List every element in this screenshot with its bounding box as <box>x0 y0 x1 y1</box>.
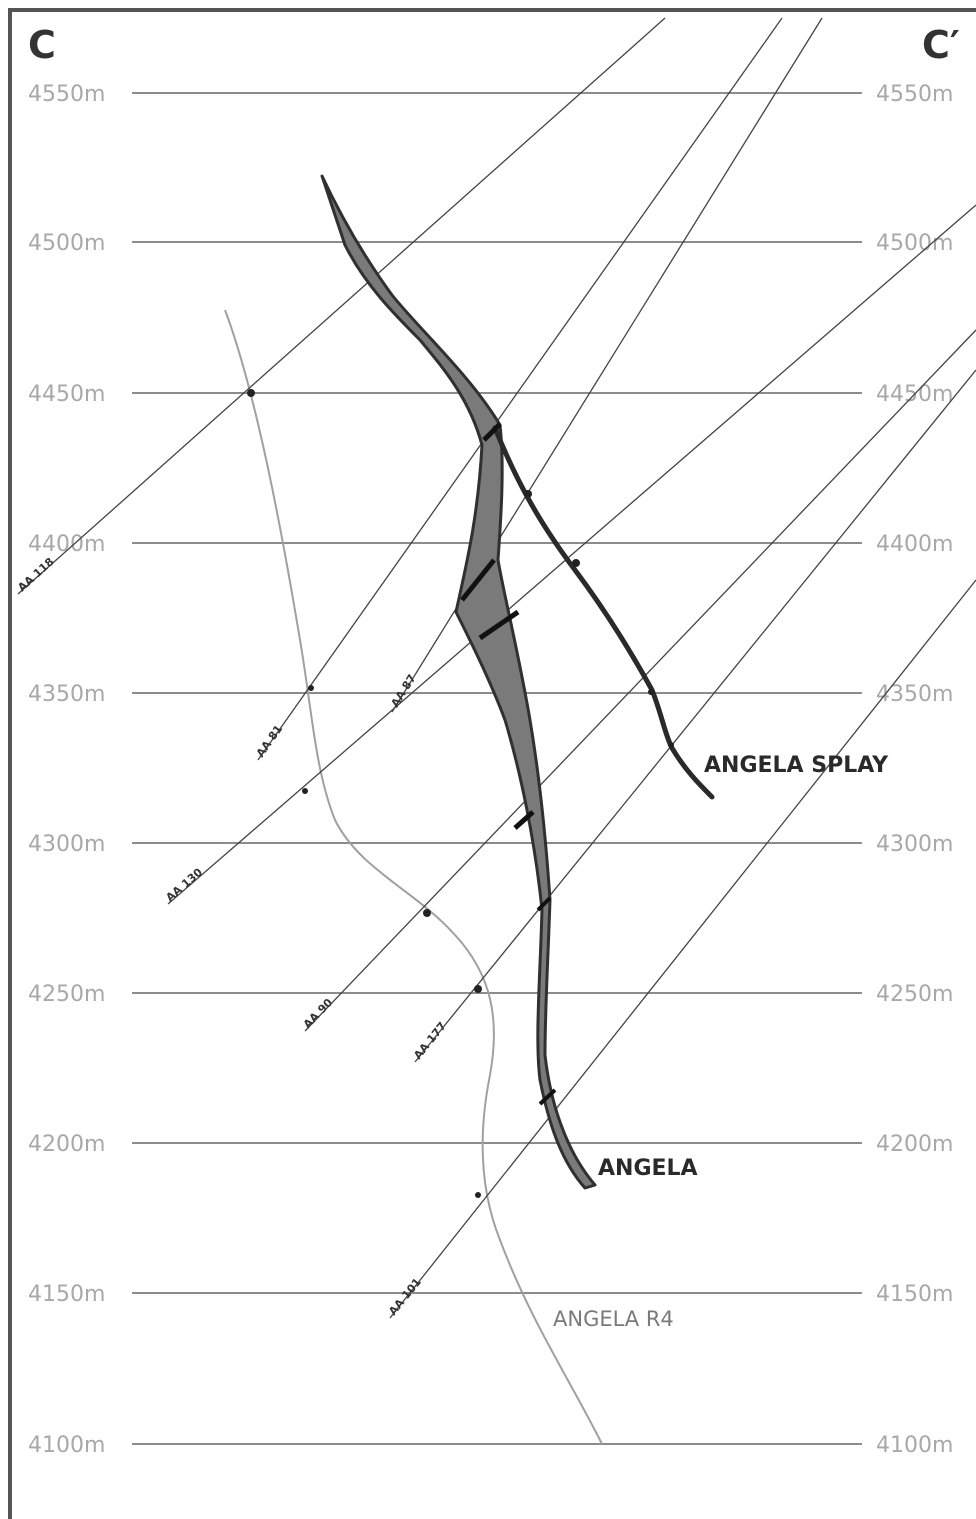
elevation-label-left: 4150m <box>28 1282 105 1307</box>
drillhole-trace <box>414 369 976 1063</box>
elevation-label-left: 4200m <box>28 1132 105 1157</box>
angela-splay-label: ANGELA SPLAY <box>704 753 889 778</box>
elevation-grid <box>132 92 862 1445</box>
intersection-marker <box>478 609 520 641</box>
elevation-labels-left: 4550m 4500m 4450m 4400m 4350m 4300m 4250… <box>28 82 105 1458</box>
elevation-label-left: 4300m <box>28 832 105 857</box>
elevation-label-right: 4200m <box>876 1132 953 1157</box>
section-end-label: C′ <box>922 23 960 67</box>
intersection-marker <box>474 985 482 993</box>
intersection-marker <box>648 689 654 695</box>
drillhole-trace <box>167 204 976 905</box>
intersection-marker <box>572 559 580 567</box>
drillhole-trace <box>389 579 976 1319</box>
elevation-label-right: 4150m <box>876 1282 953 1307</box>
angela-r4-contact-line <box>224 309 603 1445</box>
section-frame <box>8 8 976 1519</box>
elevation-label-left: 4450m <box>28 382 105 407</box>
intersection-marker <box>247 389 255 397</box>
elevation-label-right: 4350m <box>876 682 953 707</box>
elevation-label-left: 4550m <box>28 82 105 107</box>
elevation-label-left: 4250m <box>28 982 105 1007</box>
elevation-label-left: 4500m <box>28 231 105 256</box>
intersection-marker <box>302 788 308 794</box>
elevation-label-right: 4250m <box>876 982 953 1007</box>
elevation-label-right: 4300m <box>876 832 953 857</box>
intersection-marker <box>482 422 502 442</box>
intersection-marker <box>536 896 552 912</box>
angela-label: ANGELA <box>598 1156 698 1181</box>
intersection-marker <box>513 810 535 830</box>
intersection-markers <box>247 389 674 1198</box>
elevation-label-right: 4100m <box>876 1433 953 1458</box>
elevation-labels-right: 4550m 4500m 4450m 4400m 4350m 4300m 4250… <box>876 82 953 1458</box>
intersection-marker <box>524 490 532 498</box>
intersection-marker <box>423 909 431 917</box>
intersection-marker <box>308 685 314 691</box>
section-start-label: C <box>28 23 56 67</box>
elevation-label-right: 4400m <box>876 532 953 557</box>
angela-splay-trace <box>492 425 715 800</box>
drillhole-trace <box>304 329 976 1032</box>
elevation-label-left: 4400m <box>28 532 105 557</box>
intersection-marker <box>460 558 496 602</box>
elevation-label-left: 4100m <box>28 1433 105 1458</box>
intersection-marker <box>538 1088 557 1106</box>
drillhole-trace <box>257 17 783 761</box>
elevation-label-right: 4550m <box>876 82 953 107</box>
angela-r4-label: ANGELA R4 <box>553 1307 674 1331</box>
intersection-marker <box>668 742 674 748</box>
elevation-label-left: 4350m <box>28 682 105 707</box>
drillhole-trace <box>17 17 666 595</box>
angela-vein-body <box>320 174 597 1190</box>
intersection-marker <box>475 1192 481 1198</box>
